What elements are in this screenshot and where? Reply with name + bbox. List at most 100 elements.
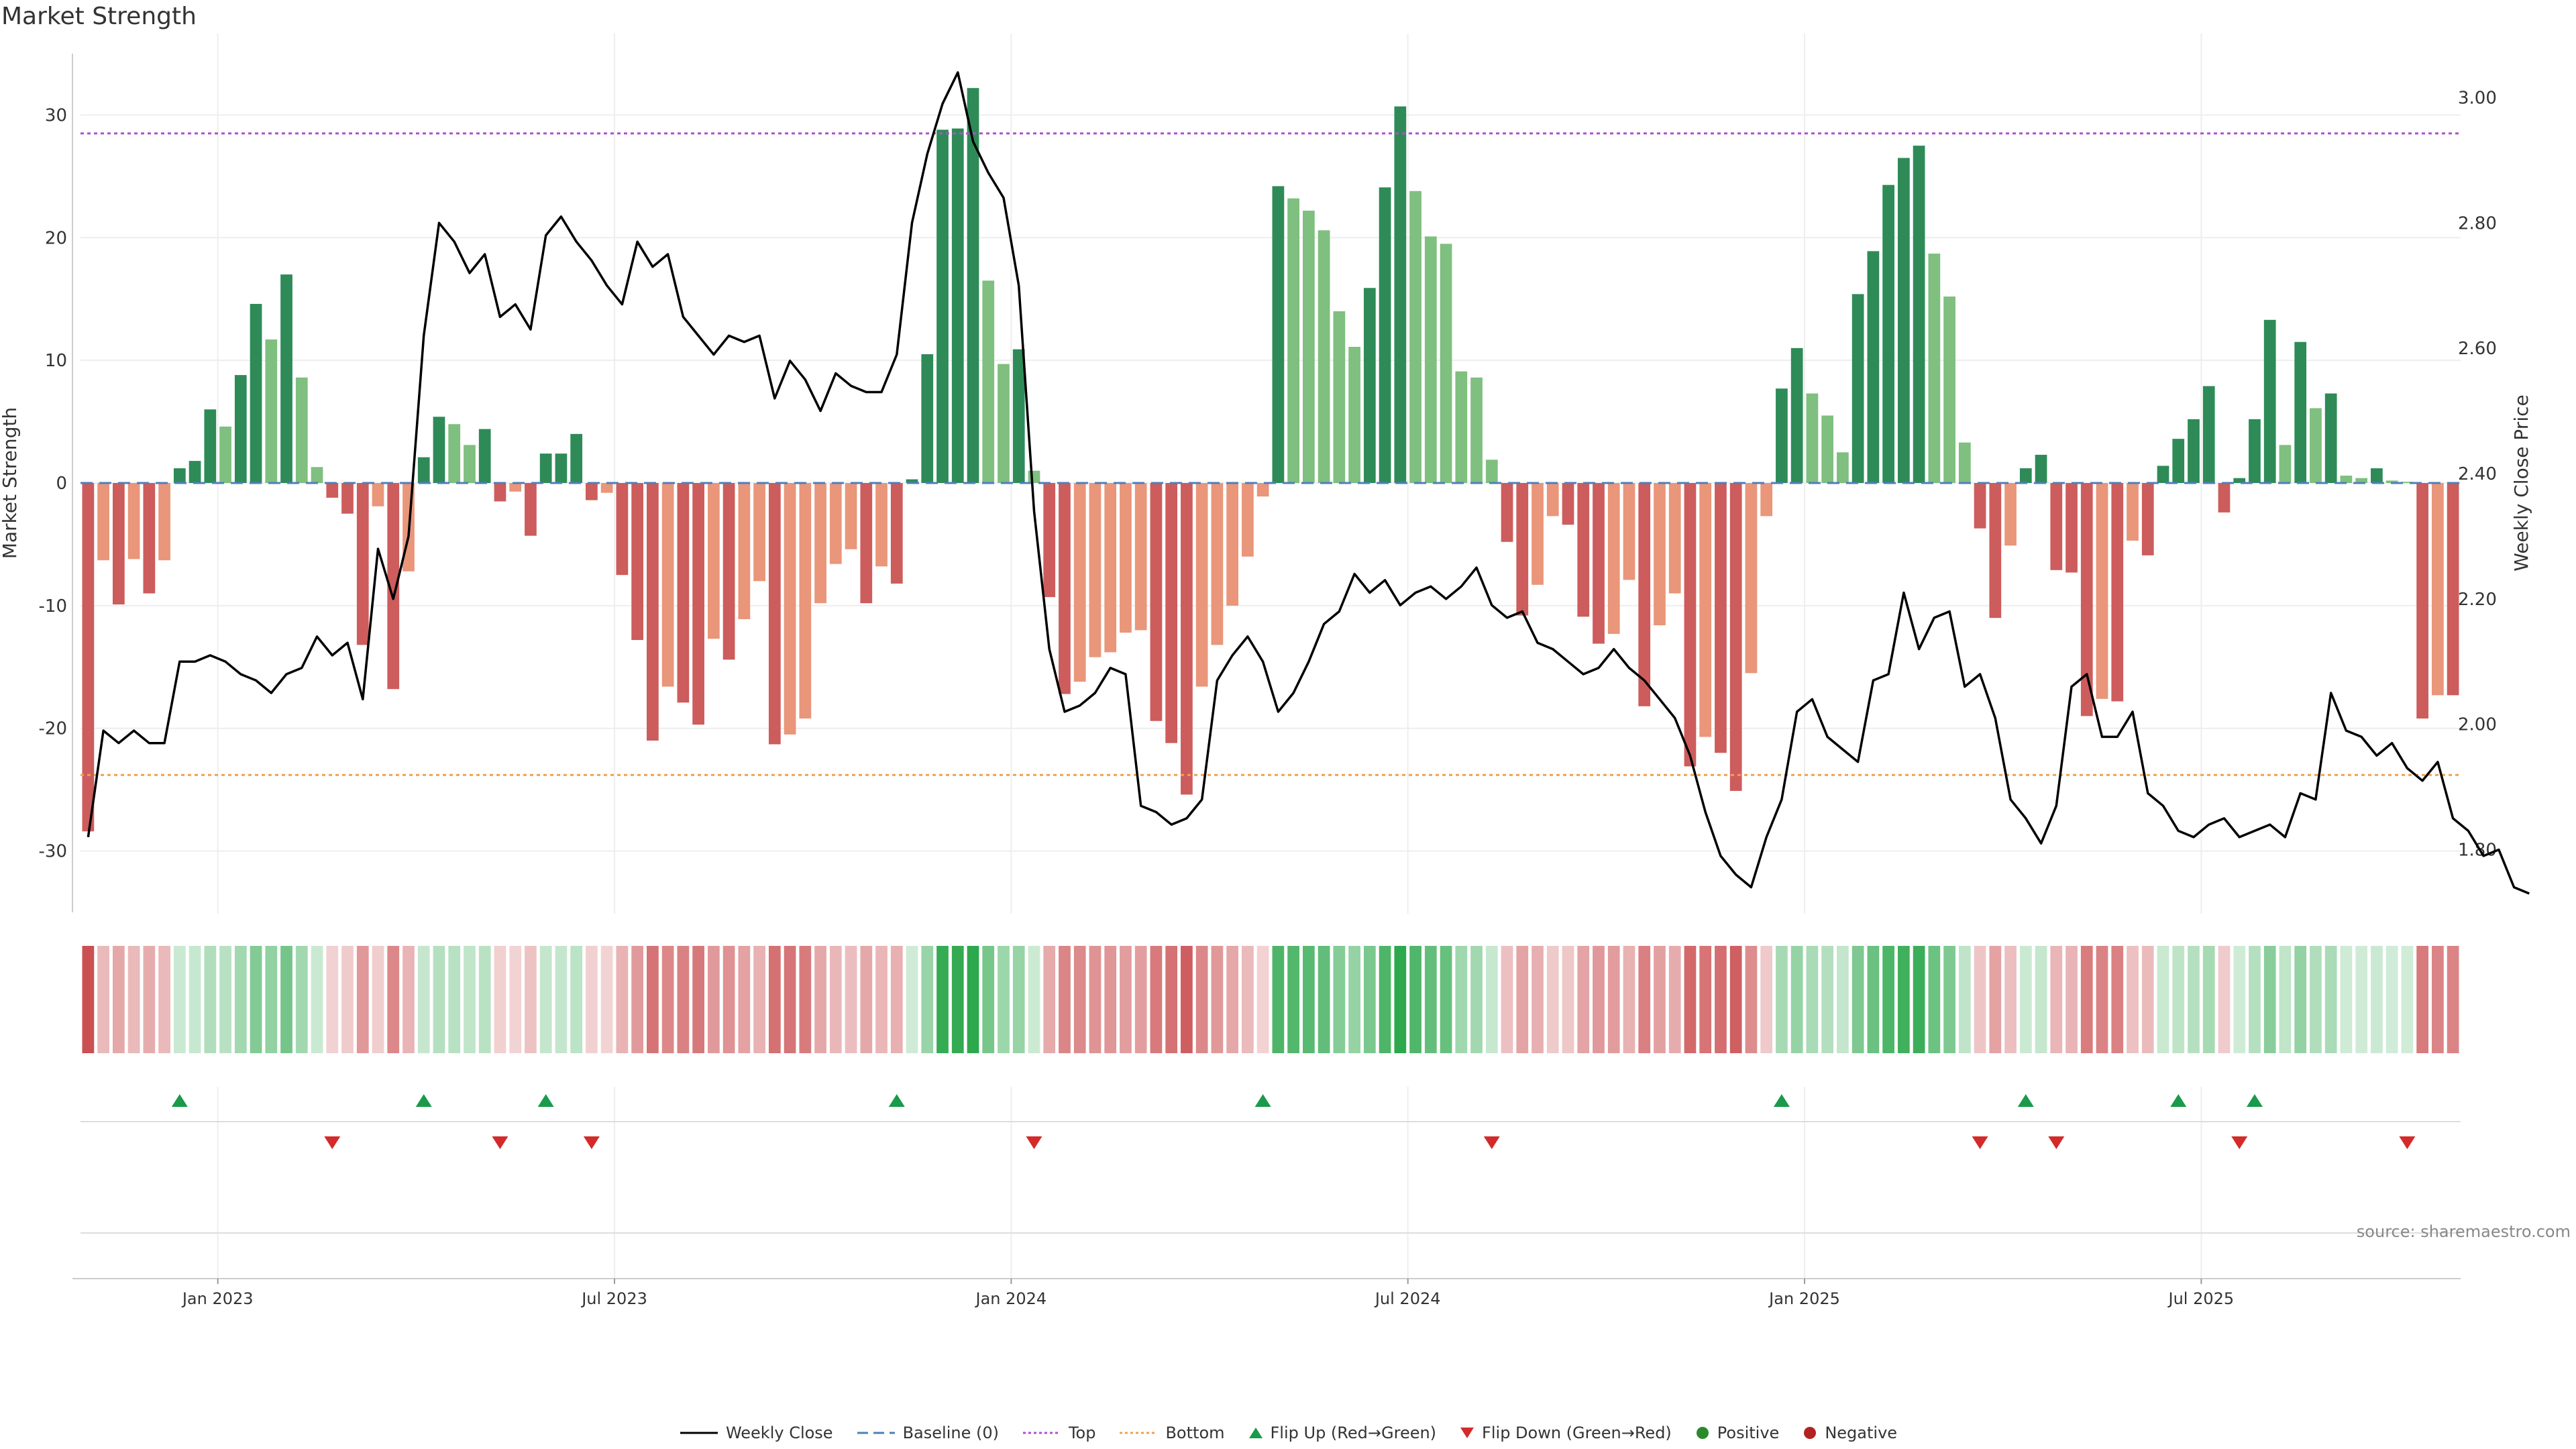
heat-cell [250, 946, 262, 1053]
strength-bar [112, 483, 125, 605]
strength-bar [1073, 483, 1086, 682]
strength-bar [631, 483, 644, 641]
strength-bar [1318, 230, 1330, 483]
strength-bar [2340, 476, 2353, 483]
heat-cell [295, 946, 308, 1053]
strength-bar [1501, 483, 1513, 542]
flip-down-marker [492, 1136, 508, 1149]
strength-bar [1577, 483, 1590, 617]
flip-down-marker [2231, 1136, 2248, 1149]
weekly-close-line [87, 71, 2530, 895]
x-tick-label: Jan 2025 [1768, 1289, 1840, 1308]
heat-cell [464, 946, 476, 1053]
legend: Weekly Close Baseline (0) Top Bottom Fli… [0, 1424, 2576, 1442]
heat-cell [1928, 946, 1941, 1053]
heat-cell [1562, 946, 1574, 1053]
strength-bar [1043, 483, 1056, 598]
heat-cell [2172, 946, 2185, 1053]
strength-bar [2004, 483, 2017, 546]
left-tick-label: 10 [45, 351, 67, 371]
strength-bar [1958, 442, 1971, 483]
legend-label: Baseline (0) [902, 1424, 999, 1442]
heat-cell [600, 946, 613, 1053]
heat-cell [2157, 946, 2169, 1053]
strength-bar [417, 457, 430, 483]
strength-bar [768, 483, 781, 745]
strength-bar [1226, 483, 1239, 606]
heat-cell [2340, 946, 2353, 1053]
strength-bar [250, 304, 262, 483]
heat-cell [1409, 946, 1421, 1053]
flip-down-marker [2399, 1136, 2416, 1149]
strength-bar [1348, 347, 1360, 483]
strength-bar [341, 483, 354, 514]
heat-cell [1837, 946, 1849, 1053]
dashed-line-swatch-icon [857, 1432, 895, 1434]
heat-cell [1593, 946, 1605, 1053]
strength-bar [2218, 483, 2231, 513]
heat-cell [1485, 946, 1498, 1053]
strength-bar [2172, 439, 2185, 483]
heat-cell [1607, 946, 1620, 1053]
heat-cell [1363, 946, 1376, 1053]
strength-bar [2188, 419, 2200, 483]
legend-label: Flip Down (Green→Red) [1482, 1424, 1672, 1442]
heat-cell [2004, 946, 2017, 1053]
right-tick-label: 2.40 [2458, 464, 2497, 484]
heat-cell [951, 946, 964, 1053]
heat-cell [1699, 946, 1712, 1053]
strength-bar [1532, 483, 1544, 585]
heat-cell [631, 946, 644, 1053]
strength-bar [464, 445, 476, 483]
legend-label: Bottom [1165, 1424, 1225, 1442]
heat-cell [1181, 946, 1193, 1053]
heat-cell [2111, 946, 2124, 1053]
heat-cell [1440, 946, 1452, 1053]
strength-bar [1424, 236, 1437, 483]
heat-cell [1272, 946, 1285, 1053]
strength-bar [1638, 483, 1651, 706]
heat-cell [2279, 946, 2292, 1053]
heat-cell [494, 946, 506, 1053]
heat-cell [1012, 946, 1025, 1053]
strength-bar [1593, 483, 1605, 644]
heat-cell [219, 946, 231, 1053]
heat-cell [2019, 946, 2032, 1053]
heat-cell [1028, 946, 1040, 1053]
right-tick-label: 1.80 [2458, 841, 2497, 861]
heat-cell [1333, 946, 1346, 1053]
heat-cell [722, 946, 735, 1053]
legend-item-weekly-close: Weekly Close [679, 1424, 833, 1442]
strength-bar [127, 483, 140, 559]
left-axis-title: Market Strength [0, 407, 21, 559]
heat-cell [341, 946, 354, 1053]
heat-cell [2249, 946, 2261, 1053]
strength-bar [1256, 483, 1269, 497]
heat-cell [1638, 946, 1651, 1053]
strength-bar [2371, 468, 2383, 483]
heat-cell [1165, 946, 1178, 1053]
heat-cell [143, 946, 156, 1053]
strength-bar [1806, 393, 1819, 483]
strength-bar [2202, 386, 2215, 483]
strength-bar [921, 354, 934, 483]
strength-bar [1607, 483, 1620, 634]
heat-cell [204, 946, 217, 1053]
strength-bar [1699, 483, 1712, 737]
strength-bar [677, 483, 690, 703]
heat-cell [1455, 946, 1468, 1053]
flip-up-marker [2170, 1094, 2187, 1107]
flip-down-marker [1483, 1136, 1500, 1149]
strength-bar [890, 483, 903, 584]
heat-cell [2096, 946, 2108, 1053]
heat-cell [2065, 946, 2078, 1053]
strength-bar [722, 483, 735, 660]
heat-cell [173, 946, 186, 1053]
strength-bar [1684, 483, 1697, 767]
source-note: source: sharemaestro.com [2356, 1222, 2571, 1241]
heat-cell [829, 946, 842, 1053]
heat-cell [2416, 946, 2429, 1053]
x-tick-label: Jul 2023 [580, 1289, 647, 1308]
heat-cell [1470, 946, 1483, 1053]
strength-bar [2157, 466, 2169, 483]
